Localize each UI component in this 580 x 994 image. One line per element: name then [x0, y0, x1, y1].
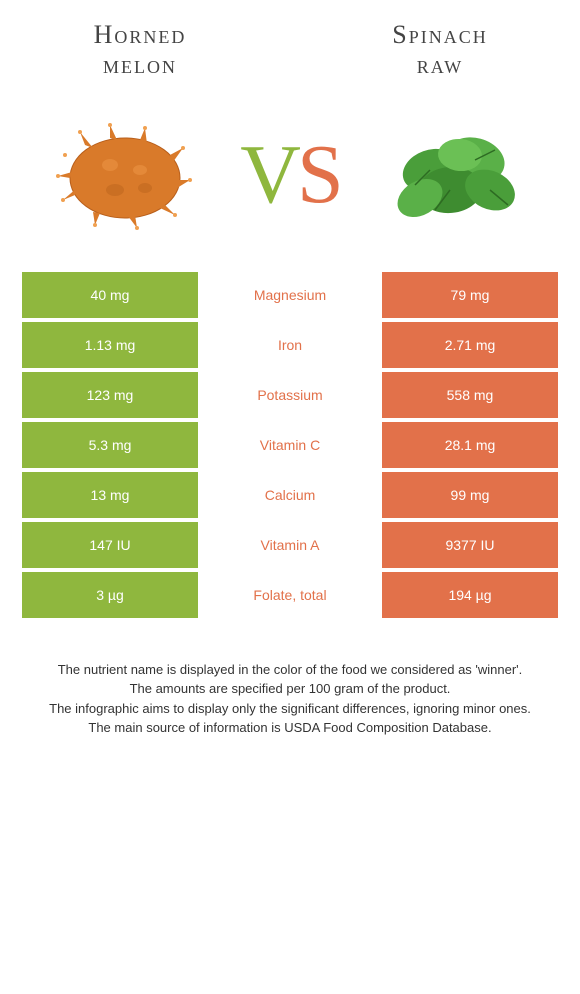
table-row: 123 mgPotassium558 mg [20, 370, 560, 420]
left-food-image [50, 110, 200, 240]
left-value-cell: 123 mg [20, 370, 200, 420]
left-value-cell: 1.13 mg [20, 320, 200, 370]
right-food-image [380, 110, 530, 240]
nutrient-name-cell: Potassium [200, 370, 380, 420]
footer-line4: The main source of information is USDA F… [40, 718, 540, 738]
header-row: Horned melon Spinach raw [20, 20, 560, 80]
left-value-cell: 5.3 mg [20, 420, 200, 470]
table-row: 13 mgCalcium99 mg [20, 470, 560, 520]
right-title-line1: Spinach [392, 20, 487, 49]
table-row: 5.3 mgVitamin C28.1 mg [20, 420, 560, 470]
vs-label: VS [240, 133, 339, 217]
right-title-line2: raw [417, 50, 464, 79]
nutrient-name-cell: Vitamin C [200, 420, 380, 470]
infographic-container: Horned melon Spinach raw [0, 0, 580, 758]
table-row: 3 µgFolate, total194 µg [20, 570, 560, 620]
nutrient-name-cell: Vitamin A [200, 520, 380, 570]
right-value-cell: 558 mg [380, 370, 560, 420]
comparison-table: 40 mgMagnesium79 mg1.13 mgIron2.71 mg123… [20, 270, 560, 620]
nutrient-name-cell: Calcium [200, 470, 380, 520]
left-value-cell: 147 IU [20, 520, 200, 570]
right-value-cell: 99 mg [380, 470, 560, 520]
nutrient-name-cell: Folate, total [200, 570, 380, 620]
left-value-cell: 40 mg [20, 270, 200, 320]
vs-v: V [240, 128, 297, 221]
footer-line2: The amounts are specified per 100 gram o… [40, 679, 540, 699]
right-value-cell: 194 µg [380, 570, 560, 620]
left-value-cell: 13 mg [20, 470, 200, 520]
right-food-title: Spinach raw [350, 20, 530, 80]
vs-s: S [297, 128, 340, 221]
table-row: 147 IUVitamin A9377 IU [20, 520, 560, 570]
vs-row: VS [20, 80, 560, 270]
table-row: 1.13 mgIron2.71 mg [20, 320, 560, 370]
footer-line3: The infographic aims to display only the… [40, 699, 540, 719]
footer-line1: The nutrient name is displayed in the co… [40, 660, 540, 680]
right-value-cell: 79 mg [380, 270, 560, 320]
spinach-icon [380, 120, 530, 230]
right-value-cell: 28.1 mg [380, 420, 560, 470]
right-value-cell: 2.71 mg [380, 320, 560, 370]
left-food-title: Horned melon [50, 20, 230, 80]
nutrient-name-cell: Magnesium [200, 270, 380, 320]
horned-melon-icon [55, 120, 195, 230]
right-value-cell: 9377 IU [380, 520, 560, 570]
left-value-cell: 3 µg [20, 570, 200, 620]
footer-notes: The nutrient name is displayed in the co… [20, 620, 560, 738]
left-title-line1: Horned [94, 20, 187, 49]
nutrient-name-cell: Iron [200, 320, 380, 370]
left-title-line2: melon [103, 50, 177, 79]
table-row: 40 mgMagnesium79 mg [20, 270, 560, 320]
